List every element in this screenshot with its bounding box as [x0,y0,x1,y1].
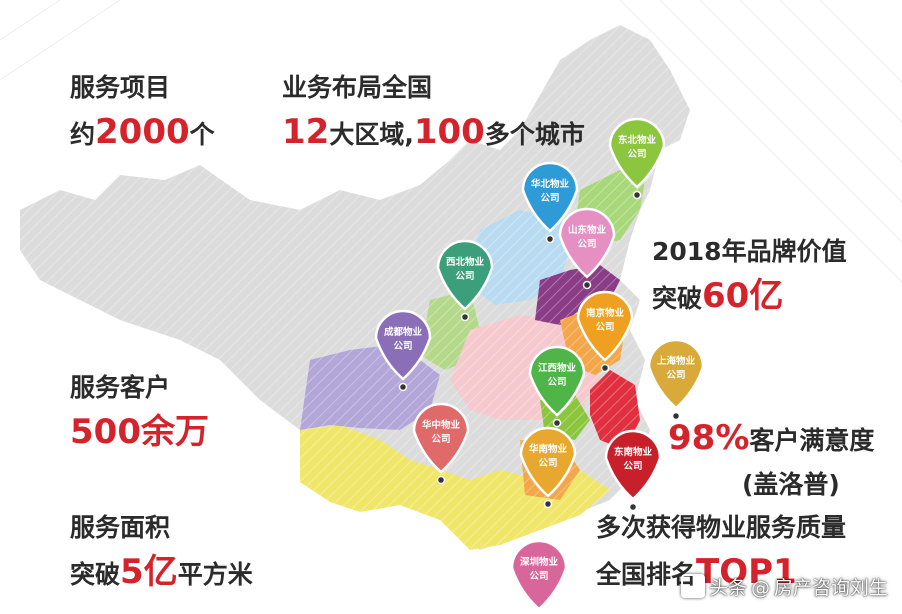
pin-marker-icon [519,426,577,498]
pin-location-dot [543,499,553,509]
pin-company-suffix: 公司 [393,341,412,352]
stat-satisfaction-source: (盖洛普) [742,470,840,499]
pin-location-dot [545,234,555,244]
pin-marker-icon [528,345,586,417]
pin-company-name: 南京物业 [586,307,625,319]
stat-region-count: 12 [282,112,330,152]
stat-area-label: 服务面积 [70,513,171,542]
pin-company-name: 江西物业 [538,362,577,374]
pin-company-suffix: 公司 [538,458,557,469]
stat-service-quality: 多次获得物业服务质量 全国排名TOP1 [596,506,846,597]
toutiao-logo-icon [680,574,705,598]
pin-company-suffix: 公司 [529,571,548,582]
stat-layout-text1: 大区域, [329,120,414,149]
pin-company-name: 华中物业 [422,419,461,431]
stat-customers-value: 500余万 [70,412,209,452]
watermark-at: @ [750,577,770,599]
stat-suffix: 个 [189,120,215,149]
stat-quality-rank: TOP1 [696,552,797,592]
stat-service-items: 服务项目 约2000个 [70,66,215,157]
pin-company-suffix: 公司 [455,271,474,282]
watermark-brand: 头条 [708,577,747,599]
pin-company-name: 东北物业 [618,134,657,146]
stat-prefix: 约 [70,120,96,149]
pin-location-dot [632,190,642,200]
stat-layout-text2: 多个城市 [484,120,585,149]
stat-satisfaction: 98%客户满意度 (盖洛普) [668,416,874,507]
pin-location-dot [552,418,562,428]
stat-quality-label: 多次获得物业服务质量 [596,513,847,542]
pin-location-dot [582,280,592,290]
stat-suffix: 平方米 [177,560,253,589]
pin-marker-icon [576,290,634,362]
stat-brand-amount: 60亿 [702,276,784,316]
pin-marker-icon [510,539,568,611]
pin-marker-icon [412,402,470,474]
pin-marker-icon [558,207,616,279]
stat-city-count: 100 [413,112,485,152]
watermark-author: 房产咨询刘生 [773,577,888,599]
pin-marker-icon [647,338,705,410]
stat-customers-label: 服务客户 [70,373,171,402]
stat-area-value: 5亿 [120,552,178,592]
pin-marker-icon [436,239,494,311]
pin-company-suffix: 公司 [666,370,685,381]
pin-company-name: 上海物业 [657,355,696,367]
pin-company-suffix: 公司 [623,461,642,472]
pin-company-suffix: 公司 [540,193,559,204]
stat-layout-label: 业务布局全国 [282,73,433,102]
pin-location-dot [460,312,470,322]
stat-national-layout: 业务布局全国 12大区域,100多个城市 [282,66,585,157]
stat-prefix: 突破 [70,560,121,589]
stat-brand-label: 2018年品牌价值 [652,237,847,266]
stat-satisfaction-value: 98% [668,418,750,458]
pin-location-dot [671,411,681,421]
pin-company-name: 西北物业 [446,256,485,268]
pin-company-suffix: 公司 [577,239,596,250]
stat-service-area: 服务面积 突破5亿平方米 [70,506,253,597]
stat-prefix: 突破 [652,284,703,313]
pin-location-dot [436,475,446,485]
pin-company-name: 华北物业 [531,178,570,190]
watermark: 头条 @ 房产咨询刘生 [680,573,888,600]
pin-company-name: 华南物业 [529,443,568,455]
pin-company-suffix: 公司 [547,377,566,388]
pin-marker-icon [521,161,579,233]
stat-brand-value: 2018年品牌价值 突破60亿 [652,230,847,321]
pin-company-suffix: 公司 [431,434,450,445]
stat-service-items-value: 2000 [95,112,190,152]
pin-marker-icon [608,117,666,189]
stat-customers: 服务客户 500余万 [70,366,209,457]
pin-company-name: 东南物业 [614,446,653,458]
stat-service-items-label: 服务项目 [70,73,171,102]
pin-location-dot [628,502,638,512]
pin-company-suffix: 公司 [627,149,646,160]
pin-company-name: 成都物业 [384,326,423,338]
pin-location-dot [398,382,408,392]
pin-location-dot [600,363,610,373]
stat-satisfaction-label: 客户满意度 [749,426,875,455]
pin-company-suffix: 公司 [595,322,614,333]
stat-prefix: 全国排名 [596,560,697,589]
pin-marker-icon [604,429,662,501]
pin-company-name: 深圳物业 [520,556,559,568]
pin-marker-icon [374,309,432,381]
pin-company-name: 山东物业 [568,224,607,236]
